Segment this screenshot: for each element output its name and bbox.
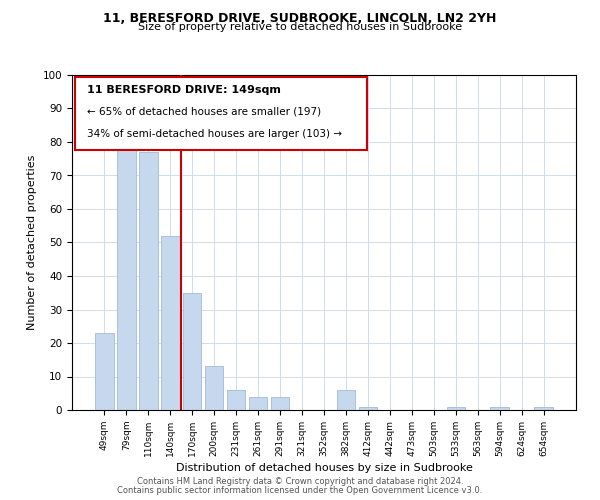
Text: 34% of semi-detached houses are larger (103) →: 34% of semi-detached houses are larger (…: [87, 128, 342, 138]
Text: Contains public sector information licensed under the Open Government Licence v3: Contains public sector information licen…: [118, 486, 482, 495]
Y-axis label: Number of detached properties: Number of detached properties: [27, 155, 37, 330]
Bar: [227, 390, 245, 410]
Bar: [205, 366, 223, 410]
Bar: [139, 152, 158, 410]
Bar: [337, 390, 355, 410]
Bar: [183, 292, 202, 410]
Bar: [117, 136, 136, 410]
FancyBboxPatch shape: [74, 76, 367, 150]
Text: 11 BERESFORD DRIVE: 149sqm: 11 BERESFORD DRIVE: 149sqm: [87, 85, 281, 95]
Text: Size of property relative to detached houses in Sudbrooke: Size of property relative to detached ho…: [138, 22, 462, 32]
Bar: [95, 333, 113, 410]
Bar: [446, 406, 465, 410]
Bar: [490, 406, 509, 410]
Bar: [359, 406, 377, 410]
Text: ← 65% of detached houses are smaller (197): ← 65% of detached houses are smaller (19…: [87, 107, 321, 117]
Text: Contains HM Land Registry data © Crown copyright and database right 2024.: Contains HM Land Registry data © Crown c…: [137, 478, 463, 486]
Bar: [249, 396, 268, 410]
Text: 11, BERESFORD DRIVE, SUDBROOKE, LINCOLN, LN2 2YH: 11, BERESFORD DRIVE, SUDBROOKE, LINCOLN,…: [103, 12, 497, 26]
Bar: [271, 396, 289, 410]
Bar: [161, 236, 179, 410]
Bar: [535, 406, 553, 410]
X-axis label: Distribution of detached houses by size in Sudbrooke: Distribution of detached houses by size …: [176, 463, 472, 473]
